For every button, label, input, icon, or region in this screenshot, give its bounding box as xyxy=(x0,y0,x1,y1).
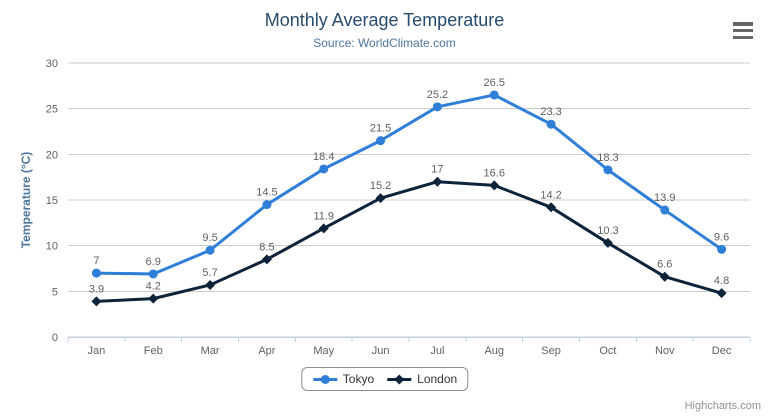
data-label: 25.2 xyxy=(427,89,448,101)
data-label: 17 xyxy=(431,164,443,176)
data-point-tokyo[interactable] xyxy=(319,164,329,174)
credits-link[interactable]: Highcharts.com xyxy=(684,400,761,412)
y-axis-label: 0 xyxy=(52,332,58,344)
series-line-tokyo[interactable] xyxy=(94,93,724,276)
data-point-tokyo[interactable] xyxy=(546,119,556,129)
x-axis-label: Jul xyxy=(430,345,444,357)
data-point-tokyo[interactable] xyxy=(262,200,272,210)
x-axis-label: Apr xyxy=(258,345,275,357)
x-axis-label: Mar xyxy=(201,345,220,357)
data-label: 13.9 xyxy=(654,192,675,204)
data-point-tokyo[interactable] xyxy=(91,268,101,278)
hamburger-bar xyxy=(733,35,753,39)
x-axis-label: Nov xyxy=(655,345,675,357)
data-label: 10.3 xyxy=(597,225,618,237)
data-label: 9.6 xyxy=(714,231,729,243)
data-label: 4.2 xyxy=(146,281,161,293)
y-axis-label: 25 xyxy=(46,104,58,116)
data-point-tokyo[interactable] xyxy=(376,136,386,146)
legend-label: London xyxy=(417,372,458,386)
data-label: 16.6 xyxy=(484,167,505,179)
data-point-london[interactable] xyxy=(375,193,386,204)
data-point-tokyo[interactable] xyxy=(205,245,215,255)
y-axis-label: 30 xyxy=(46,58,58,70)
x-axis-label: Sep xyxy=(541,345,561,357)
data-label: 21.5 xyxy=(370,123,391,135)
data-label: 14.2 xyxy=(540,189,561,201)
x-axis-label: Aug xyxy=(484,345,504,357)
legend: Tokyo London xyxy=(300,367,469,391)
x-axis-label: May xyxy=(313,345,334,357)
data-point-london[interactable] xyxy=(261,254,272,265)
data-point-london[interactable] xyxy=(205,279,216,290)
data-point-london[interactable] xyxy=(546,202,557,213)
legend-item-tokyo[interactable]: Tokyo xyxy=(312,372,374,386)
data-label: 8.5 xyxy=(259,241,274,253)
data-label: 23.3 xyxy=(540,106,561,118)
y-axis-label: 15 xyxy=(46,195,58,207)
hamburger-icon[interactable] xyxy=(733,21,753,40)
data-point-tokyo[interactable] xyxy=(603,165,613,175)
x-axis-label: Dec xyxy=(712,345,732,357)
y-axis-title: Temperature (°C) xyxy=(19,152,33,249)
legend-marker-diamond-icon xyxy=(387,374,412,384)
chart-subtitle: Source: WorldClimate.com xyxy=(313,36,456,50)
data-point-tokyo[interactable] xyxy=(660,205,670,215)
data-point-london[interactable] xyxy=(602,237,613,248)
data-point-tokyo[interactable] xyxy=(717,244,727,254)
data-label: 18.4 xyxy=(313,151,334,163)
data-label: 3.9 xyxy=(89,283,104,295)
x-axis-label: Jan xyxy=(88,345,106,357)
data-label: 4.8 xyxy=(714,275,729,287)
data-point-london[interactable] xyxy=(716,288,727,299)
data-label: 5.7 xyxy=(202,267,217,279)
data-label: 14.5 xyxy=(256,187,277,199)
x-axis-label: Oct xyxy=(599,345,616,357)
data-label: 6.6 xyxy=(657,259,672,271)
y-axis-label: 20 xyxy=(46,149,58,161)
data-point-tokyo[interactable] xyxy=(489,90,499,100)
data-point-tokyo[interactable] xyxy=(432,102,442,112)
legend-label: Tokyo xyxy=(342,372,375,386)
hamburger-bar xyxy=(733,28,753,33)
legend-item-london[interactable]: London xyxy=(386,372,457,386)
data-label: 18.3 xyxy=(597,152,618,164)
data-point-london[interactable] xyxy=(489,180,500,191)
data-label: 7 xyxy=(93,255,99,267)
data-label: 11.9 xyxy=(313,210,334,222)
data-label: 6.9 xyxy=(146,256,161,268)
data-label: 15.2 xyxy=(370,180,391,192)
data-point-london[interactable] xyxy=(432,176,443,187)
x-axis-label: Feb xyxy=(144,345,163,357)
data-point-london[interactable] xyxy=(659,271,670,282)
series-line-london[interactable] xyxy=(94,180,724,303)
hamburger-bar xyxy=(733,22,753,26)
x-axis-label: Jun xyxy=(372,345,390,357)
y-axis-label: 10 xyxy=(46,241,58,253)
data-point-london[interactable] xyxy=(318,223,329,234)
data-label: 9.5 xyxy=(202,232,217,244)
data-point-london[interactable] xyxy=(91,296,102,307)
y-axis-label: 5 xyxy=(52,286,58,298)
legend-marker-circle-icon xyxy=(312,374,337,384)
data-label: 26.5 xyxy=(484,77,505,89)
data-point-tokyo[interactable] xyxy=(148,269,158,279)
chart-title: Monthly Average Temperature xyxy=(264,10,505,30)
data-point-london[interactable] xyxy=(148,293,159,304)
